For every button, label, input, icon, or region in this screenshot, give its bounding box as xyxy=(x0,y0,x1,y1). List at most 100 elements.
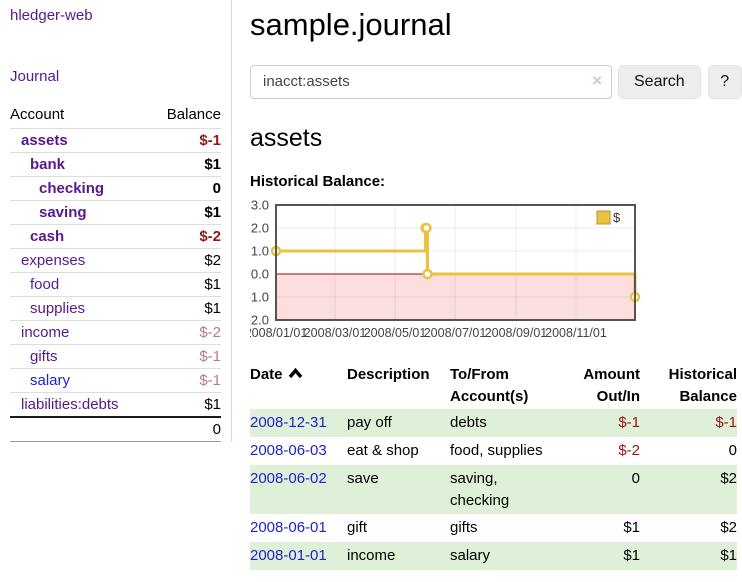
y-tick-label: 0.0 xyxy=(251,266,269,281)
main-content: sample.journal × Search ? assets Histori… xyxy=(250,0,742,570)
account-link-supplies[interactable]: supplies xyxy=(10,300,85,317)
register-column-header: Description xyxy=(347,362,450,410)
y-tick-label: 2.0 xyxy=(251,220,269,235)
account-link-saving[interactable]: saving xyxy=(10,204,87,221)
x-tick-label: 2008/05/01 xyxy=(364,326,427,340)
transaction-accounts: salary xyxy=(450,542,558,570)
register-column-header: Historical Balance xyxy=(640,362,737,410)
transaction-description: save xyxy=(347,465,450,515)
account-link-liabilities-debts[interactable]: liabilities:debts xyxy=(10,396,119,413)
account-row: salary $-1 xyxy=(10,368,221,392)
search-form: × Search ? xyxy=(250,65,742,99)
transaction-date-link[interactable]: 2008-06-03 xyxy=(250,442,327,459)
table-row: 2008-06-01giftgifts$1$2 xyxy=(250,514,737,542)
account-link-gifts[interactable]: gifts xyxy=(10,348,58,365)
register-column-label: Date xyxy=(250,366,283,383)
transaction-accounts: debts xyxy=(450,409,558,437)
table-row: 2008-01-01incomesalary$1$1 xyxy=(250,542,737,570)
register-column-header[interactable]: Date xyxy=(250,362,347,410)
transaction-amount: $-2 xyxy=(558,437,640,465)
accounts-table: Account Balance assets $-1 bank $1 checking 0… xyxy=(10,104,221,442)
account-link-bank[interactable]: bank xyxy=(10,156,65,173)
account-row: checking 0 xyxy=(10,176,221,200)
data-point-marker xyxy=(423,270,431,278)
historical-balance-chart[interactable]: $3.02.01.00.0-1.0-2.02008/01/012008/03/0… xyxy=(250,197,742,347)
legend-swatch xyxy=(597,211,610,224)
account-row: supplies $1 xyxy=(10,296,221,320)
register-table: Date Description To/From Account(s) Amount … xyxy=(250,362,737,570)
account-link-income[interactable]: income xyxy=(10,324,69,341)
transaction-amount: $1 xyxy=(558,514,640,542)
transaction-description: gift xyxy=(347,514,450,542)
x-tick-label: 2008/03/01 xyxy=(304,326,367,340)
register-column-header: To/From Account(s) xyxy=(450,362,558,410)
table-row: 2008-06-02 savesaving, checking0$2 xyxy=(250,465,737,515)
account-link-food[interactable]: food xyxy=(10,276,59,293)
account-balance: 0 xyxy=(213,180,221,197)
transaction-amount: $1 xyxy=(558,542,640,570)
transaction-amount: 0 xyxy=(558,465,640,515)
account-link-salary[interactable]: salary xyxy=(10,372,70,389)
table-row: 2008-12-31pay offdebts$-1$-1 xyxy=(250,409,737,437)
data-point-marker xyxy=(422,224,430,232)
accounts-table-header: Account Balance xyxy=(10,104,221,128)
account-row: saving $1 xyxy=(10,200,221,224)
register-column-label: Historical Balance xyxy=(669,366,737,405)
x-tick-label: 2008/01/01 xyxy=(250,326,307,340)
account-balance: $1 xyxy=(204,156,221,173)
account-balance: $-2 xyxy=(199,324,221,341)
transaction-balance: $-1 xyxy=(640,409,737,437)
account-balance: $1 xyxy=(204,300,221,317)
transaction-description: pay off xyxy=(347,409,450,437)
transaction-accounts: saving, checking xyxy=(450,465,558,515)
sidebar: hledger-web Journal Account Balance asse… xyxy=(0,0,232,442)
help-button[interactable]: ? xyxy=(708,65,742,99)
register-column-label: Amount Out/In xyxy=(583,366,640,405)
register-column-label: To/From Account(s) xyxy=(450,366,528,405)
account-title: assets xyxy=(250,124,742,153)
register-column-label: Description xyxy=(347,366,430,383)
transaction-date-link[interactable]: 2008-01-01 xyxy=(250,547,327,564)
account-row: gifts$-1 xyxy=(10,344,221,368)
account-balance: $-1 xyxy=(199,132,221,149)
account-link-assets[interactable]: assets xyxy=(10,132,68,149)
account-link-expenses[interactable]: expenses xyxy=(10,252,85,269)
account-link-cash[interactable]: cash xyxy=(10,228,64,245)
transaction-balance: $2 xyxy=(640,465,737,515)
accounts-total-row: 0 xyxy=(10,416,221,442)
transaction-date-link[interactable]: 2008-06-01 xyxy=(250,519,327,536)
table-row: 2008-06-03 eat & shopfood, supplies$-20 xyxy=(250,437,737,465)
transaction-amount: $-1 xyxy=(558,409,640,437)
account-column-header: Account xyxy=(10,106,64,123)
sidebar-item-journal[interactable]: Journal xyxy=(10,68,221,85)
account-row: food$1 xyxy=(10,272,221,296)
account-row: expenses $2 xyxy=(10,248,221,272)
account-row: cash $-2 xyxy=(10,224,221,248)
transaction-date-link[interactable]: 2008-12-31 xyxy=(250,414,327,431)
account-balance: $1 xyxy=(204,396,221,413)
account-row: bank $1 xyxy=(10,152,221,176)
transaction-description: income xyxy=(347,542,450,570)
brand-link[interactable]: hledger-web xyxy=(10,7,221,24)
y-tick-label: 3.0 xyxy=(251,197,269,212)
transaction-balance: 0 xyxy=(640,437,737,465)
transaction-description: eat & shop xyxy=(347,437,450,465)
balance-column-header: Balance xyxy=(167,106,221,123)
x-tick-label: 2008/07/01 xyxy=(424,326,487,340)
transaction-balance: $2 xyxy=(640,514,737,542)
account-balance: $1 xyxy=(204,204,221,221)
search-input[interactable] xyxy=(250,65,612,99)
x-tick-label: 2008/11/01 xyxy=(545,326,607,340)
account-balance: $-2 xyxy=(199,228,221,245)
transaction-accounts: food, supplies xyxy=(450,437,558,465)
transaction-date-link[interactable]: 2008-06-02 xyxy=(250,470,327,487)
y-tick-label: -1.0 xyxy=(250,289,269,304)
account-balance: $-1 xyxy=(199,372,221,389)
clear-search-icon[interactable]: × xyxy=(592,72,602,89)
total-balance: 0 xyxy=(213,421,221,438)
account-row: assets $-1 xyxy=(10,128,221,152)
y-tick-label: 1.0 xyxy=(251,243,269,258)
account-link-checking[interactable]: checking xyxy=(10,180,104,197)
search-button[interactable]: Search xyxy=(618,65,701,99)
account-balance: $2 xyxy=(204,252,221,269)
